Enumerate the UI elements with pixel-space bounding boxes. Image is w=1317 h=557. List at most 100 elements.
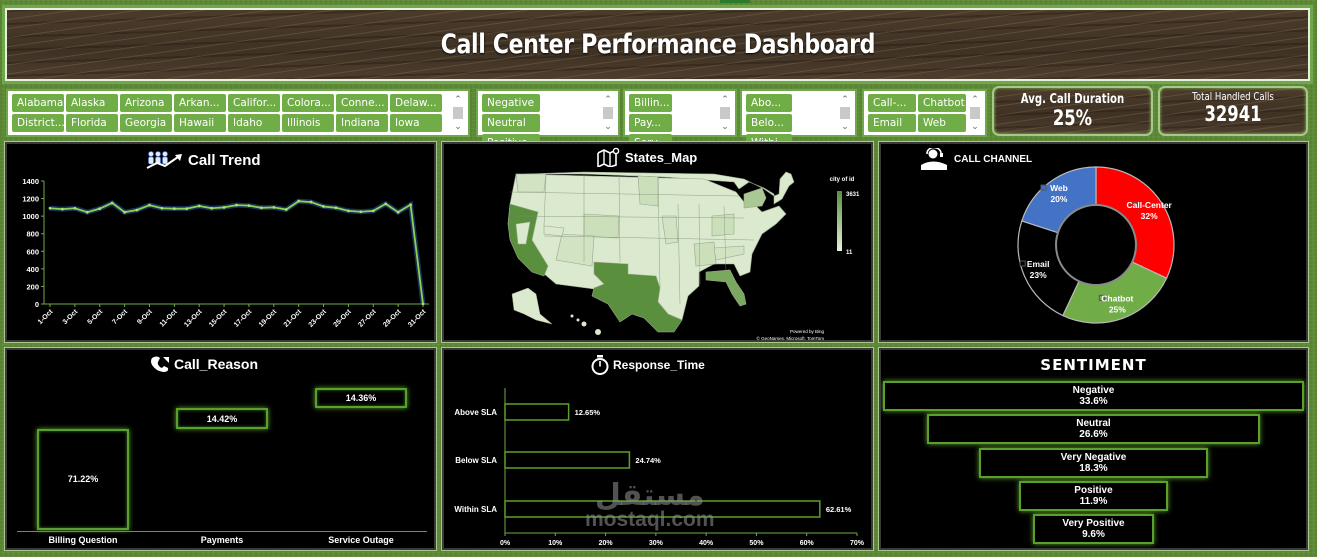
svg-text:1-Oct: 1-Oct	[37, 308, 55, 326]
scroll-thumb[interactable]	[840, 107, 850, 119]
response-time-bar[interactable]	[504, 500, 821, 518]
slicer-item[interactable]: Florida	[66, 114, 118, 132]
slicer-scrollbar[interactable]: ⌃ ⌄	[839, 94, 851, 132]
svg-text:15-Oct: 15-Oct	[208, 308, 229, 329]
slicer-item[interactable]: Neutral	[482, 114, 540, 132]
slicer-item[interactable]: Arizona	[120, 94, 172, 112]
scroll-up-icon[interactable]: ⌃	[604, 94, 612, 104]
call-reason-bar[interactable]: 14.42%	[176, 408, 268, 429]
svg-text:1200: 1200	[22, 195, 39, 204]
svg-text:Web: Web	[1050, 183, 1068, 193]
scroll-thumb[interactable]	[603, 107, 613, 119]
slicer-item[interactable]: Georgia	[120, 114, 172, 132]
scroll-up-icon[interactable]: ⌃	[971, 94, 979, 104]
svg-text:Call-Center: Call-Center	[1127, 200, 1173, 210]
response-time-bar[interactable]	[504, 403, 570, 421]
slicer-item[interactable]: Hawaii	[174, 114, 226, 132]
map-legend-title: city of id	[830, 177, 855, 183]
svg-text:62.61%: 62.61%	[826, 505, 852, 514]
svg-text:24.74%: 24.74%	[635, 456, 661, 465]
svg-text:32%: 32%	[1141, 211, 1158, 221]
slicer-item[interactable]: Negative	[482, 94, 540, 112]
slicer-scrollbar[interactable]: ⌃ ⌄	[602, 94, 614, 132]
slicer-item[interactable]: Conne...	[336, 94, 388, 112]
funnel-label: Positive	[1074, 485, 1113, 496]
slicer-item[interactable]: Belo...	[746, 114, 792, 132]
slicer-item[interactable]: Illinois	[282, 114, 334, 132]
response-time-title: Response_Time	[590, 355, 705, 375]
svg-text:800: 800	[26, 230, 39, 239]
sentiment-funnel-bar[interactable]: Very Negative 18.3%	[978, 448, 1209, 478]
call-reason-bar[interactable]: 71.22%	[37, 428, 129, 530]
svg-text:Email: Email	[1027, 259, 1050, 269]
slicer-item[interactable]: Chatbot	[918, 94, 966, 112]
scroll-up-icon[interactable]: ⌃	[721, 94, 729, 104]
scroll-down-icon[interactable]: ⌄	[604, 121, 612, 131]
call-reason-bar[interactable]: 14.36%	[315, 388, 407, 409]
slicer-item[interactable]: Abo...	[746, 94, 792, 112]
sentiment-slicer[interactable]: NegativeNeutralPositiveVery Ne... ⌃ ⌄	[476, 89, 620, 172]
slicer-scrollbar[interactable]: ⌃ ⌄	[969, 94, 981, 132]
svg-text:21-Oct: 21-Oct	[283, 308, 304, 329]
response-time-slicer[interactable]: Abo...Belo...Withi... ⌃ ⌄	[740, 89, 857, 152]
slicer-item[interactable]: Email	[868, 114, 916, 132]
svg-text:20%: 20%	[599, 540, 614, 547]
slicer-scrollbar[interactable]: ⌃ ⌄	[452, 94, 464, 132]
svg-text:23%: 23%	[1030, 270, 1047, 280]
sentiment-funnel-bar[interactable]: Neutral 26.6%	[926, 414, 1261, 444]
slicer-item[interactable]: Billin...	[629, 94, 672, 112]
kpi-value: 32941	[1204, 102, 1262, 126]
slicer-item[interactable]: Colora...	[282, 94, 334, 112]
funnel-label: Negative	[1072, 385, 1115, 396]
svg-text:29-Oct: 29-Oct	[382, 308, 403, 329]
response-time-slicer-items: Abo...Belo...Withi...	[746, 94, 836, 152]
slicer-item[interactable]: District...	[12, 114, 64, 132]
donut-slice-call-center[interactable]	[1095, 166, 1175, 280]
sentiment-funnel-bar[interactable]: Positive 11.9%	[1018, 481, 1169, 511]
scroll-up-icon[interactable]: ⌃	[841, 94, 849, 104]
call-trend-title: Call Trend	[145, 150, 261, 170]
funnel-value: 18.3%	[1079, 463, 1108, 474]
scroll-thumb[interactable]	[720, 107, 730, 119]
svg-text:1400: 1400	[22, 177, 39, 186]
slicer-item[interactable]: Web	[918, 114, 966, 132]
slicer-scrollbar[interactable]: ⌃ ⌄	[719, 94, 731, 132]
sentiment-panel: SENTIMENT Negative 33.6% Neutral 26.6% Very …	[878, 347, 1309, 551]
scroll-down-icon[interactable]: ⌄	[971, 121, 979, 131]
slicer-item[interactable]: Iowa	[390, 114, 442, 132]
svg-text:27-Oct: 27-Oct	[357, 308, 378, 329]
call-reason-slicer[interactable]: Billin...Pay...Serv... ⌃ ⌄	[623, 89, 737, 152]
slicer-item[interactable]: Arkan...	[174, 94, 226, 112]
slicer-item[interactable]: Idaho	[228, 114, 280, 132]
response-time-panel: Response_Time 0% 10% 20% 30% 40% 50% 60% 70% Abo…	[441, 347, 874, 551]
svg-text:30%: 30%	[649, 540, 664, 547]
slicer-item[interactable]: Pay...	[629, 114, 672, 132]
funnel-label: Neutral	[1076, 418, 1111, 429]
scroll-thumb[interactable]	[970, 107, 980, 119]
page-title: Call Center Performance Dashboard	[440, 29, 875, 60]
funnel-value: 33.6%	[1079, 396, 1108, 407]
sentiment-funnel-bar[interactable]: Very Positive 9.6%	[1033, 514, 1154, 544]
channel-slicer[interactable]: Call-... Chatbot Email Web ⌃ ⌄	[862, 89, 987, 137]
funnel-value: 26.6%	[1079, 429, 1108, 440]
slicer-item[interactable]: Indiana	[336, 114, 388, 132]
scroll-up-icon[interactable]: ⌃	[454, 94, 462, 104]
slicer-item[interactable]: Delaw...	[390, 94, 442, 112]
response-time-chart: 0% 10% 20% 30% 40% 50% 60% 70% Above SLA 12.65% Be…	[454, 388, 865, 547]
states-slicer[interactable]: Alabama Alaska Arizona Arkan... Califor... Co…	[6, 89, 470, 137]
svg-text:11-Oct: 11-Oct	[159, 308, 180, 329]
svg-text:0: 0	[35, 300, 39, 309]
slicer-item[interactable]: Califor...	[228, 94, 280, 112]
response-time-bar[interactable]	[504, 451, 631, 469]
slicer-item[interactable]: Alaska	[66, 94, 118, 112]
scroll-thumb[interactable]	[453, 107, 463, 119]
sentiment-funnel-bar[interactable]: Negative 33.6%	[883, 381, 1304, 411]
scroll-down-icon[interactable]: ⌄	[454, 121, 462, 131]
slicer-item[interactable]: Call-...	[868, 94, 916, 112]
svg-text:3-Oct: 3-Oct	[62, 308, 80, 326]
us-states-map[interactable]: city of id 3631 11 Powered by Bing © Geo…	[444, 144, 873, 342]
scroll-down-icon[interactable]: ⌄	[841, 121, 849, 131]
slicer-item[interactable]: Alabama	[12, 94, 64, 112]
scroll-down-icon[interactable]: ⌄	[721, 121, 729, 131]
